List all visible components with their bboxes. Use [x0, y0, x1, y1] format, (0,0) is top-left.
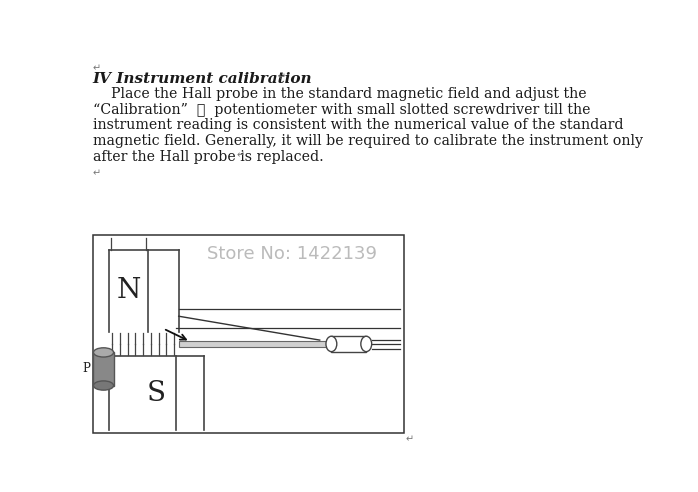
Bar	[332, 336, 366, 352]
Text: “Calibration”  ⓦ  potentiometer with small slotted screwdriver till the: “Calibration” ⓦ potentiometer with small…	[93, 102, 591, 117]
Text: instrument reading is consistent with the numerical value of the standard: instrument reading is consistent with th…	[93, 119, 623, 132]
Ellipse shape	[326, 336, 337, 352]
Text: magnetic field. Generally, it will be required to calibrate the instrument only: magnetic field. Generally, it will be re…	[93, 134, 643, 148]
Text: S: S	[147, 380, 165, 407]
Text: ↵: ↵	[236, 151, 244, 161]
Ellipse shape	[94, 348, 114, 357]
Text: ↵: ↵	[93, 169, 101, 179]
Bar	[94, 352, 114, 386]
Text: Place the Hall probe in the standard magnetic field and adjust the: Place the Hall probe in the standard mag…	[93, 87, 586, 101]
Text: IV Instrument calibration: IV Instrument calibration	[93, 72, 312, 86]
Bar	[93, 235, 404, 433]
Bar	[179, 341, 327, 347]
Text: after the Hall probe is replaced.: after the Hall probe is replaced.	[93, 150, 323, 164]
Text: N: N	[116, 277, 140, 305]
Ellipse shape	[361, 336, 371, 352]
Text: ↵: ↵	[406, 434, 414, 444]
Text: ↵: ↵	[93, 63, 101, 74]
Ellipse shape	[94, 381, 114, 390]
Text: P: P	[82, 363, 90, 375]
Text: Store No: 1422139: Store No: 1422139	[207, 246, 378, 263]
Text: ↵: ↵	[277, 72, 285, 82]
